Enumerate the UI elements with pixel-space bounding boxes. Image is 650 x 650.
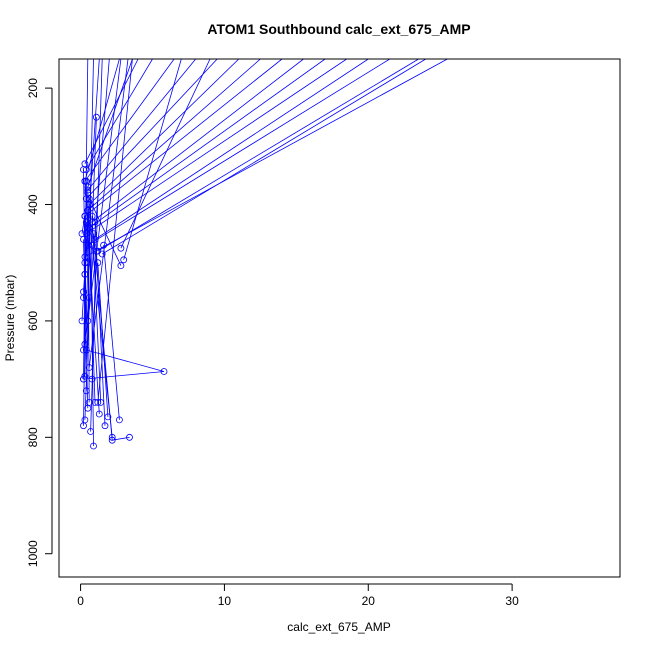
data-point	[81, 212, 89, 220]
profile-line-7	[84, 59, 283, 217]
y-tick-label: 600	[26, 311, 40, 331]
profile-line-33	[103, 245, 120, 420]
profile-line-4	[86, 59, 218, 199]
data-point	[88, 241, 96, 249]
profile-line-29	[87, 59, 133, 403]
data-point	[126, 433, 133, 441]
data-point	[85, 195, 93, 203]
y-tick-label: 800	[26, 427, 40, 447]
profile-line-16	[123, 59, 182, 260]
profile-line-37	[87, 192, 96, 403]
profile-line-10	[86, 59, 347, 234]
profile-line-17	[101, 59, 427, 255]
data-point	[81, 372, 89, 380]
y-tick-label: 200	[26, 78, 40, 98]
data-point	[101, 422, 109, 430]
profile-line-39	[91, 216, 102, 403]
profile-line-15	[120, 59, 211, 249]
profile-line-14	[84, 59, 448, 258]
profile-line-2	[84, 59, 175, 182]
profile-line-13	[97, 59, 419, 252]
data-point	[104, 413, 112, 421]
data-point	[90, 442, 97, 450]
profile-line-11	[94, 59, 369, 240]
profile-line-27	[84, 59, 120, 415]
data-point	[88, 212, 96, 220]
data-point	[120, 256, 128, 264]
data-point	[80, 346, 87, 354]
data-point	[84, 224, 92, 232]
data-point	[93, 113, 100, 121]
data-point	[95, 410, 103, 418]
data-point	[116, 416, 123, 424]
data-point	[84, 404, 92, 412]
profile-line-47	[83, 297, 90, 351]
data-point	[97, 398, 105, 406]
data-point	[100, 241, 107, 249]
profile-line-1	[85, 59, 153, 170]
profile-line-12	[87, 59, 391, 246]
y-axis-label: Pressure (mbar)	[3, 275, 17, 362]
profile-line-9	[88, 59, 326, 229]
profile-line-21	[84, 59, 122, 345]
x-tick-label: 30	[505, 594, 519, 608]
x-tick-label: 10	[218, 594, 232, 608]
data-point	[80, 288, 87, 296]
plot-data-layer	[78, 59, 448, 450]
data-point	[80, 166, 87, 174]
data-point	[90, 230, 97, 238]
profile-line-45	[83, 227, 89, 292]
profile-line-5	[88, 59, 240, 205]
data-point	[160, 368, 168, 375]
data-point	[78, 317, 86, 325]
profile-line-38	[97, 262, 109, 417]
data-point	[98, 250, 106, 258]
profile-line-8	[91, 59, 304, 223]
profile-line-24	[85, 59, 94, 391]
y-tick-label: 1000	[26, 540, 40, 567]
profile-line-43	[84, 181, 89, 377]
y-tick-label: 400	[26, 194, 40, 214]
profile-line-32	[93, 233, 130, 441]
data-point	[84, 259, 92, 267]
data-point	[87, 428, 94, 435]
data-point	[117, 262, 125, 270]
data-point	[94, 259, 102, 267]
profile-line-3	[87, 59, 197, 191]
axes-layer: 0 10 20 30 200 400 600 800 1000	[26, 78, 519, 608]
data-point	[108, 436, 116, 444]
profile-line-41	[88, 198, 122, 266]
chart-title: ATOM1 Southbound calc_ext_675_AMP	[207, 21, 470, 37]
data-point	[82, 177, 90, 185]
data-point	[80, 422, 87, 430]
profile-line-40	[83, 239, 89, 409]
data-point	[85, 294, 93, 302]
data-point	[117, 244, 125, 252]
plot-frame	[58, 58, 621, 578]
x-tick-label: 20	[362, 594, 376, 608]
x-tick-label: 0	[77, 594, 84, 608]
data-point	[78, 230, 86, 238]
x-axis-label: calc_ext_675_AMP	[287, 620, 390, 634]
profile-line-22	[88, 59, 129, 368]
